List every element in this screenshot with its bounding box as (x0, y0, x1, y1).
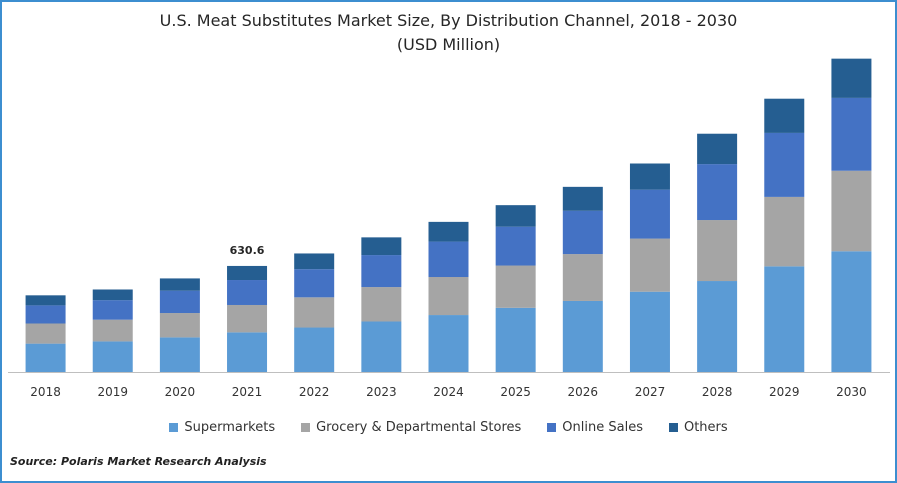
bar-online-sales-2020 (159, 290, 200, 314)
bar-grocery-departmental-stores-2021 (227, 304, 268, 333)
bar-grocery-departmental-stores-2027 (629, 238, 670, 292)
bar-supermarkets-2021 (227, 332, 268, 372)
bar-others-2025 (495, 205, 536, 227)
bar-grocery-departmental-stores-2018 (25, 323, 66, 344)
bar-online-sales-2019 (92, 300, 133, 320)
bar-others-2019 (92, 289, 133, 301)
bar-supermarkets-2023 (361, 321, 402, 372)
legend-item: Others (668, 420, 728, 435)
legend-label: Others (683, 420, 728, 435)
bar-grocery-departmental-stores-2030 (831, 170, 872, 252)
bar-supermarkets-2027 (629, 291, 670, 372)
chart-title: U.S. Meat Substitutes Market Size, By Di… (159, 11, 738, 30)
bar-others-2027 (629, 163, 670, 190)
bar-online-sales-2021 (227, 280, 268, 305)
legend-label: Supermarkets (184, 420, 276, 435)
bar-others-2028 (697, 133, 738, 165)
bar-supermarkets-2019 (92, 341, 133, 372)
x-tick-label: 2025 (500, 385, 531, 399)
legend-item: Online Sales (547, 420, 643, 435)
data-label: 630.6 (230, 244, 265, 257)
bar-online-sales-2028 (697, 164, 738, 221)
bar-others-2023 (361, 237, 402, 256)
bar-supermarkets-2026 (562, 300, 603, 372)
legend-label: Online Sales (562, 420, 643, 435)
bar-grocery-departmental-stores-2026 (562, 254, 603, 301)
bar-online-sales-2026 (562, 210, 603, 255)
bar-grocery-departmental-stores-2029 (764, 196, 805, 267)
bar-online-sales-2023 (361, 255, 402, 288)
legend-label: Grocery & Departmental Stores (316, 420, 522, 435)
bar-others-2021 (227, 265, 268, 281)
bar-supermarkets-2030 (831, 251, 872, 372)
bar-grocery-departmental-stores-2019 (92, 319, 133, 342)
bar-grocery-departmental-stores-2022 (294, 297, 335, 328)
bar-online-sales-2027 (629, 189, 670, 239)
x-tick-label: 2020 (165, 385, 196, 399)
bar-supermarkets-2028 (697, 281, 738, 372)
x-tick-label: 2022 (299, 385, 330, 399)
bar-others-2022 (294, 253, 335, 270)
bar-supermarkets-2022 (294, 327, 335, 372)
x-tick-label: 2018 (30, 385, 61, 399)
legend-swatch (169, 423, 179, 432)
bar-grocery-departmental-stores-2028 (697, 220, 738, 282)
x-tick-label: 2028 (702, 385, 733, 399)
legend-swatch (668, 423, 678, 432)
bar-online-sales-2029 (764, 132, 805, 197)
bar-supermarkets-2025 (495, 307, 536, 372)
x-tick-label: 2023 (366, 385, 397, 399)
bar-online-sales-2022 (294, 269, 335, 298)
bar-supermarkets-2020 (159, 337, 200, 372)
chart-subtitle: (USD Million) (396, 35, 501, 54)
legend-item: Supermarkets (169, 420, 275, 435)
bar-grocery-departmental-stores-2025 (495, 265, 536, 308)
x-tick-label: 2021 (232, 385, 263, 399)
bar-grocery-departmental-stores-2024 (428, 277, 469, 316)
bar-supermarkets-2024 (428, 315, 469, 372)
bar-others-2018 (25, 295, 66, 306)
legend-swatch (301, 423, 311, 432)
bar-others-2020 (159, 278, 200, 291)
x-tick-label: 2024 (433, 385, 464, 399)
legend-swatch (547, 423, 557, 432)
bar-online-sales-2024 (428, 241, 469, 278)
chart-legend: Supermarkets Grocery & Departmental Store… (0, 420, 897, 435)
x-tick-label: 2029 (769, 385, 800, 399)
bar-supermarkets-2029 (764, 266, 805, 372)
bar-online-sales-2030 (831, 97, 872, 171)
bar-supermarkets-2018 (25, 343, 66, 372)
x-tick-label: 2030 (836, 385, 867, 399)
bar-grocery-departmental-stores-2023 (361, 287, 402, 322)
bar-online-sales-2025 (495, 226, 536, 266)
x-tick-label: 2019 (97, 385, 128, 399)
bar-online-sales-2018 (25, 305, 66, 324)
x-tick-label: 2026 (568, 385, 599, 399)
source-note: Source: Polaris Market Research Analysis (10, 455, 267, 468)
legend-item: Grocery & Departmental Stores (301, 420, 521, 435)
bar-others-2030 (831, 58, 872, 98)
x-tick-label: 2027 (635, 385, 666, 399)
bar-others-2024 (428, 221, 469, 242)
bar-grocery-departmental-stores-2020 (159, 313, 200, 338)
bar-others-2026 (562, 186, 603, 211)
bar-others-2029 (764, 98, 805, 133)
